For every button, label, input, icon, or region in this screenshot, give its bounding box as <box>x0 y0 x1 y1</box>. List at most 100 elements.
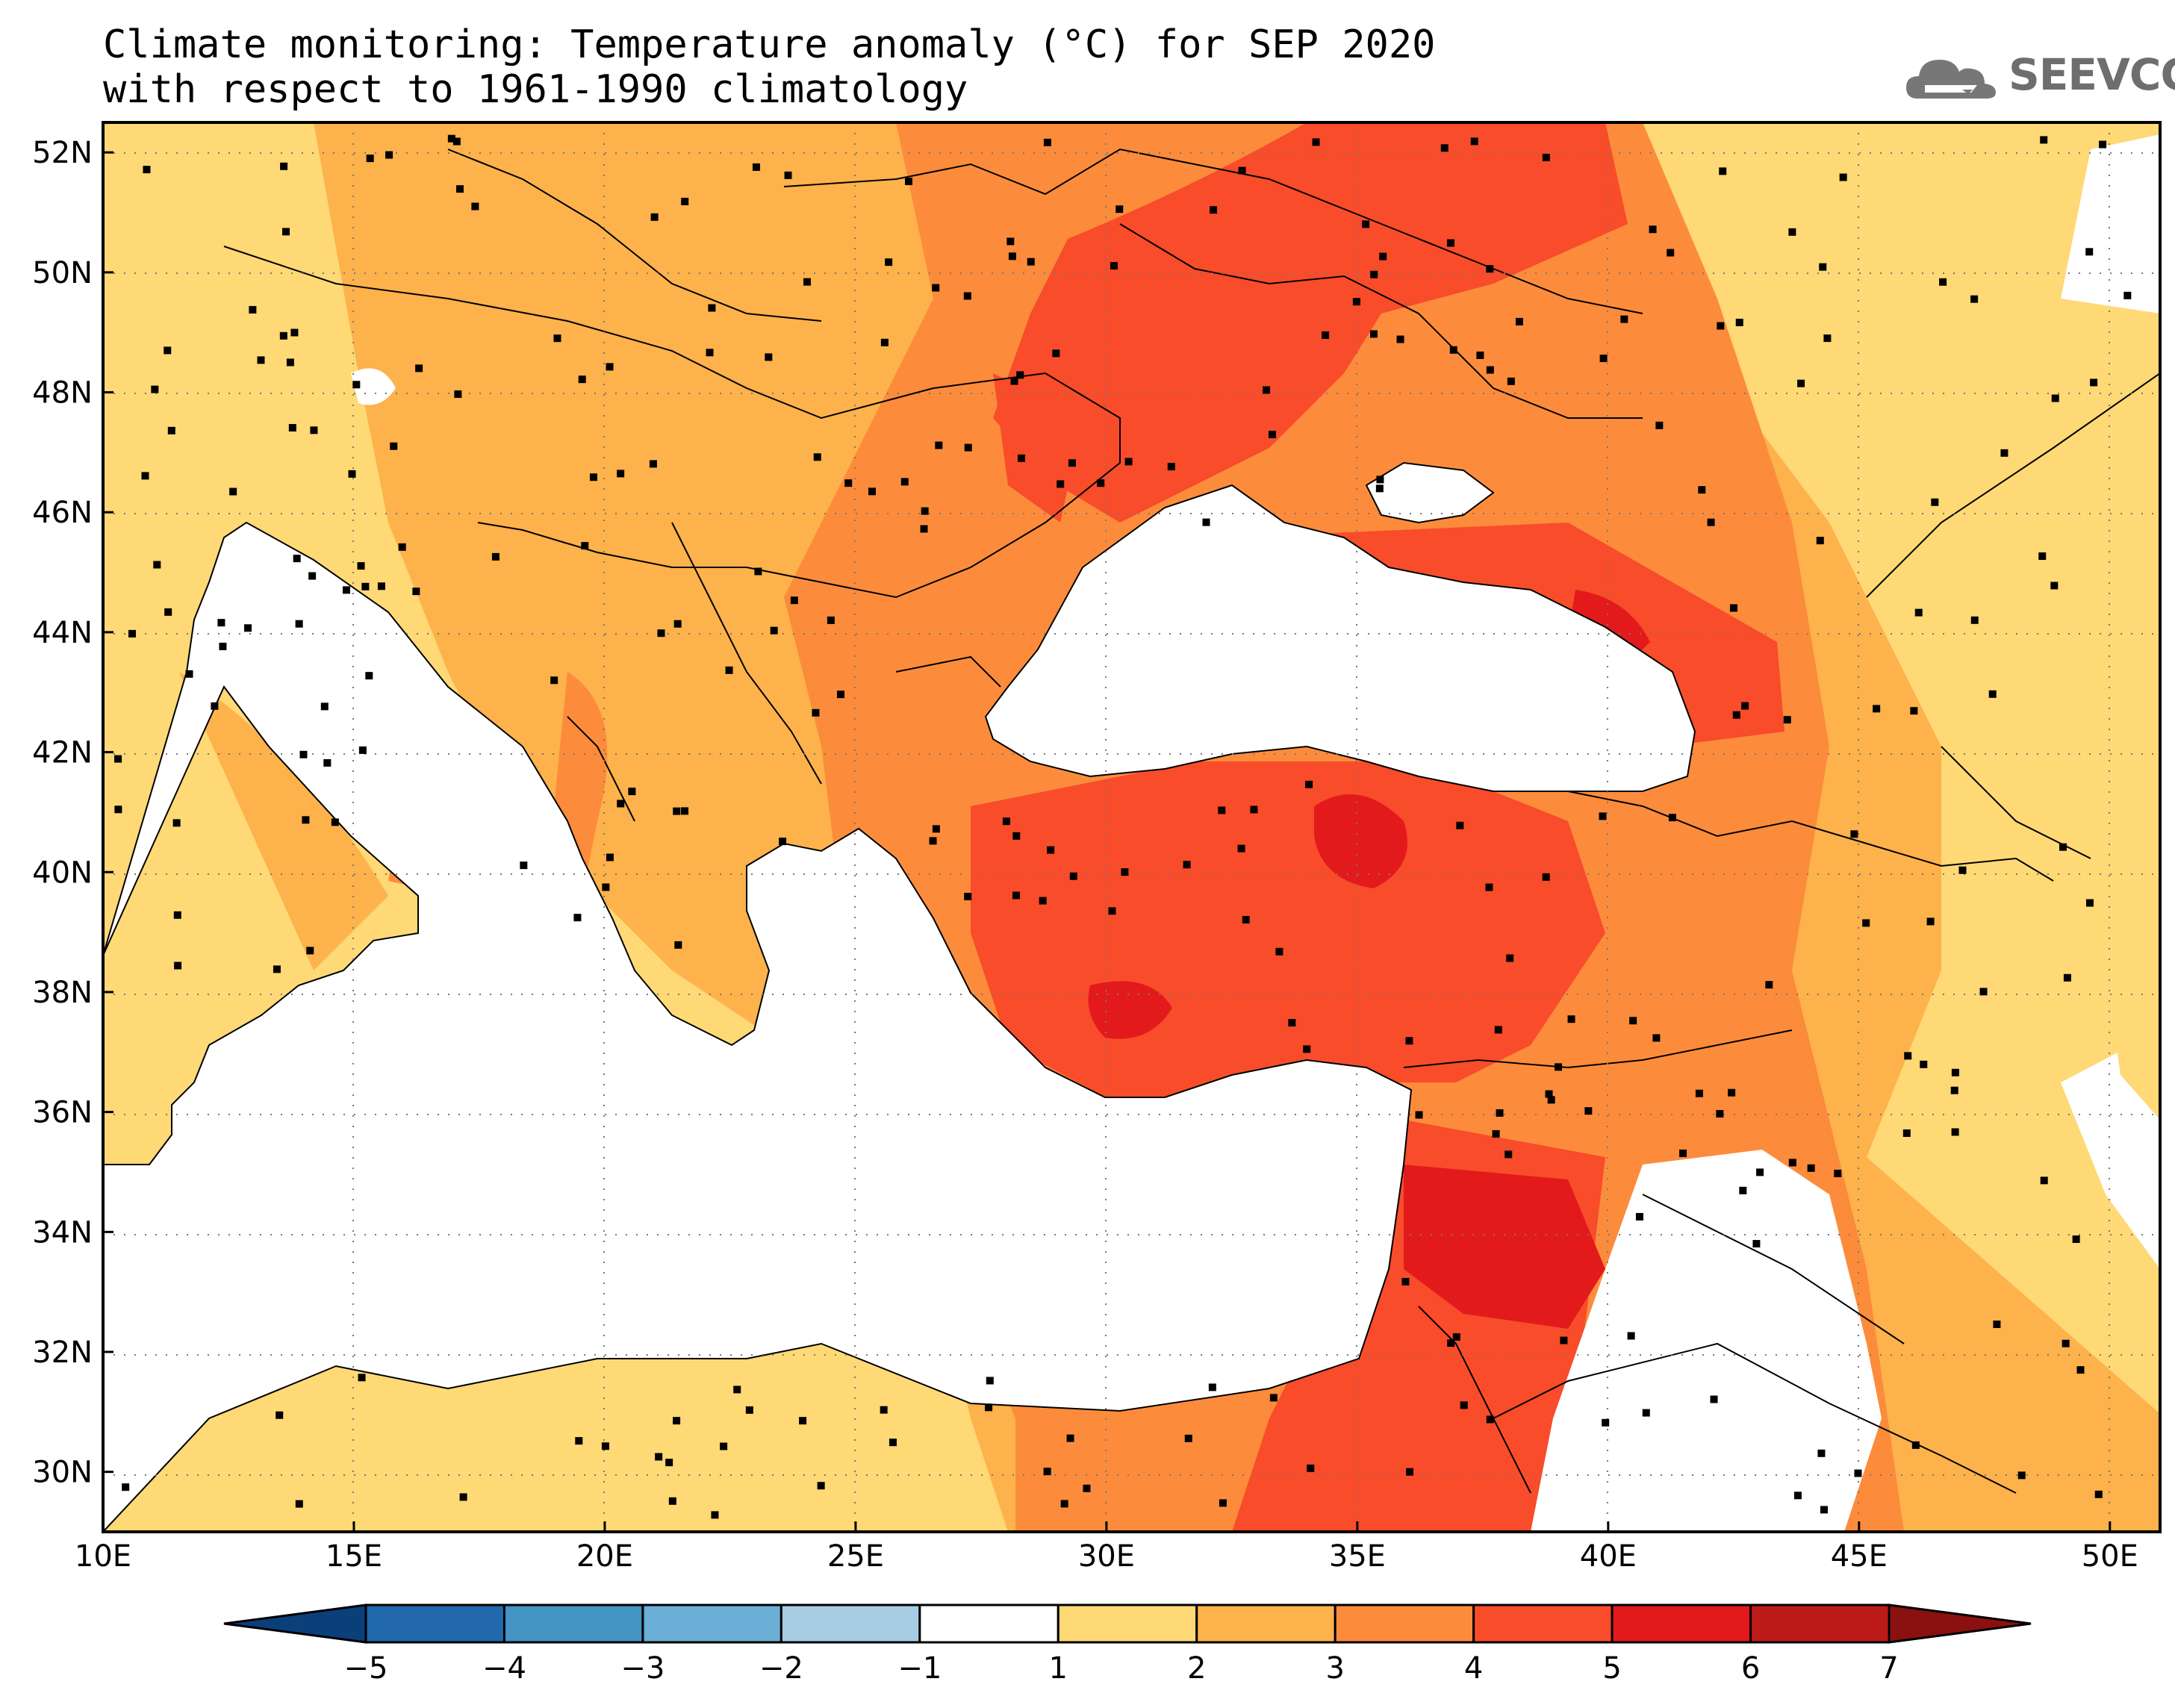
station-marker <box>114 805 122 814</box>
station-marker <box>1788 1159 1796 1167</box>
station-marker <box>1816 537 1824 545</box>
lon-tick-label: 25E <box>827 1539 884 1574</box>
station-marker <box>1210 206 1218 214</box>
station-marker <box>290 328 299 337</box>
colorbar-box <box>918 1603 1060 1644</box>
station-marker <box>1850 830 1858 838</box>
station-marker <box>784 171 792 179</box>
station-marker <box>1208 1383 1216 1391</box>
colorbar-box <box>1749 1603 1891 1644</box>
station-marker <box>575 1437 583 1445</box>
station-marker <box>1765 981 1773 989</box>
station-marker <box>1010 377 1018 385</box>
station-marker <box>674 941 682 949</box>
station-marker <box>889 1439 897 1447</box>
station-marker <box>1970 616 1979 624</box>
station-marker <box>1823 334 1832 343</box>
station-marker <box>1012 832 1021 840</box>
station-marker <box>1115 205 1124 214</box>
station-marker <box>711 1511 719 1519</box>
station-marker <box>1716 1109 1724 1118</box>
station-marker <box>293 555 301 563</box>
station-marker <box>1002 817 1010 826</box>
station-marker <box>1263 386 1271 394</box>
station-marker <box>2085 248 2094 256</box>
station-marker <box>1305 780 1313 788</box>
station-marker <box>331 818 339 826</box>
station-marker <box>1494 1026 1502 1034</box>
station-marker <box>1655 421 1664 429</box>
station-marker <box>765 353 773 361</box>
station-marker <box>1362 220 1370 228</box>
station-marker <box>1993 1321 2001 1329</box>
station-marker <box>770 626 778 635</box>
station-marker <box>141 472 149 480</box>
colorbar-label: 5 <box>1602 1651 1621 1686</box>
station-marker <box>219 642 227 650</box>
station-marker <box>963 292 971 300</box>
station-marker <box>1839 173 1847 181</box>
station-marker <box>1567 1015 1575 1023</box>
station-marker <box>673 807 681 815</box>
station-marker <box>812 708 820 717</box>
station-marker <box>185 670 193 678</box>
station-marker <box>1307 1464 1315 1472</box>
station-marker <box>837 691 845 699</box>
station-marker <box>1060 1500 1068 1508</box>
station-marker <box>1379 252 1387 261</box>
station-marker <box>1505 1150 1513 1159</box>
colorbar-box <box>1195 1603 1337 1644</box>
lat-tick-label: 34N <box>32 1215 93 1250</box>
title-line-2: with respect to 1961-1990 climatology <box>103 67 968 112</box>
station-marker <box>128 629 137 638</box>
station-marker <box>964 892 972 900</box>
latitude-axis: 52N 50N 48N 46N 44N 42N 40N 38N 36N 34N 32N 30N <box>32 136 113 1490</box>
station-marker <box>1732 711 1740 719</box>
station-marker <box>1710 1395 1718 1403</box>
station-marker <box>1599 355 1608 363</box>
station-marker <box>1269 1394 1278 1402</box>
station-marker <box>1728 1088 1736 1097</box>
station-marker <box>1739 1186 1747 1194</box>
station-marker <box>745 1406 753 1414</box>
lat-tick-label: 44N <box>32 616 93 650</box>
station-marker <box>1069 872 1077 880</box>
seevccc-logo <box>1902 46 2156 113</box>
station-marker <box>900 478 909 486</box>
station-marker <box>1599 812 1607 820</box>
station-marker <box>1250 805 1258 814</box>
colorbar-label: −4 <box>482 1651 526 1686</box>
station-marker <box>1902 1129 1911 1137</box>
station-marker <box>2099 140 2107 149</box>
station-marker <box>2059 843 2067 851</box>
station-marker <box>1405 1037 1413 1045</box>
station-marker <box>295 620 303 628</box>
station-marker <box>358 1374 366 1382</box>
colorbar: −5 −4 −3 −2 −1 1 2 3 4 5 6 7 <box>223 1603 2032 1686</box>
station-marker <box>174 961 182 970</box>
station-marker <box>708 304 716 312</box>
station-marker <box>280 162 288 170</box>
colorbar-high-triangle <box>1888 1603 2032 1644</box>
station-marker <box>668 1497 676 1505</box>
lon-tick-label: 40E <box>1580 1539 1637 1574</box>
station-marker <box>173 911 181 919</box>
station-marker <box>1108 907 1116 915</box>
station-marker <box>1238 166 1246 175</box>
station-marker <box>455 185 464 193</box>
station-marker <box>1303 1045 1311 1053</box>
longitude-axis: 10E 15E 20E 25E 30E 35E 40E 45E 50E <box>75 1521 2138 1574</box>
lat-tick-label: 52N <box>32 136 93 170</box>
station-marker <box>1679 1149 1687 1157</box>
station-marker <box>929 837 937 845</box>
station-marker <box>257 356 265 364</box>
station-marker <box>1121 868 1129 876</box>
station-marker <box>1545 1090 1553 1098</box>
station-marker <box>1043 1468 1051 1476</box>
station-marker <box>1719 167 1727 175</box>
station-marker <box>1183 861 1191 869</box>
station-marker <box>1834 1169 1842 1177</box>
station-marker <box>602 883 610 891</box>
lon-tick-label: 30E <box>1078 1539 1135 1574</box>
station-marker <box>1560 1336 1568 1344</box>
